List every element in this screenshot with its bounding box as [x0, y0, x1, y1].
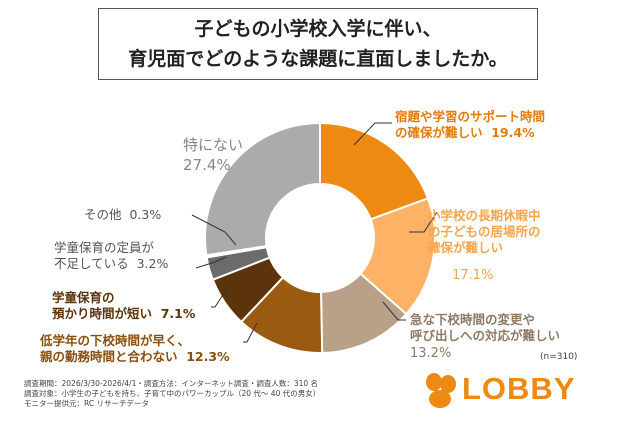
label-s6-line2: 不足している: [54, 256, 129, 271]
label-s3: 急な下校時間の変更や 呼び出しへの対応が難しい: [410, 312, 560, 344]
label-s4-line1: 低学年の下校時間が早く、: [40, 333, 191, 348]
leader-line-s6: [195, 256, 227, 269]
logo-text: LOBBY: [462, 371, 576, 406]
label-s1: 宿題や学習のサポート時間 の確保が難しい 19.4%: [395, 109, 545, 141]
label-s2-line2: の子どもの居場所の: [428, 224, 541, 239]
label-s1-line2: の確保が難しい: [395, 125, 483, 140]
label-s5: 学童保育の 預かり時間が短い 7.1%: [52, 290, 195, 322]
survey-footnotes: 調査期間：2026/3/30-2026/4/1・調査方法：インターネット調査・調…: [24, 379, 320, 409]
label-s6-line1: 学童保育の定員が: [54, 240, 155, 255]
leader-line-s4: [243, 322, 258, 343]
lobby-logo: LOBBY: [420, 368, 620, 412]
title-line-1: 子どもの小学校入学に伴い、: [194, 18, 442, 40]
leader-lines: [191, 122, 438, 343]
label-s6: 学童保育の定員が 不足している 3.2%: [54, 240, 168, 272]
donut-slices: [204, 121, 436, 354]
label-s1-line1: 宿題や学習のサポート時間: [395, 109, 546, 124]
leader-line-s5: [211, 286, 229, 308]
label-s7: その他 0.3%: [84, 207, 161, 223]
pct-s6: 3.2%: [136, 256, 169, 271]
pct-s4: 12.3%: [186, 349, 230, 364]
sample-size-note: (n=310): [540, 352, 578, 362]
label-s2: 小学校の長期休暇中 の子どもの居場所の 確保が難しい: [428, 208, 541, 256]
leader-line-s2: [409, 211, 438, 233]
footnote-line-3: モニター提供元：RC リサーチデータ: [24, 399, 149, 408]
pct-s8: 27.4%: [183, 156, 231, 174]
leader-line-s3: [382, 301, 406, 321]
logo-mark-icon: [426, 373, 456, 408]
label-s4: 低学年の下校時間が早く、 親の勤務時間と合わない 12.3%: [40, 333, 230, 365]
pct-s7: 0.3%: [129, 207, 162, 222]
title-line-2: 育児面でどのような課題に直面しましたか。: [128, 48, 508, 70]
label-s3-line1: 急な下校時間の変更や: [410, 312, 536, 327]
donut-slice-1: [319, 121, 430, 221]
label-s4-line2: 親の勤務時間と合わない: [40, 349, 178, 364]
label-s7-line1: その他: [84, 207, 122, 222]
label-s5-line2: 預かり時間が短い: [52, 306, 153, 321]
label-s2-line3: 確保が難しい: [428, 240, 504, 255]
label-s2-line1: 小学校の長期休暇中: [428, 208, 541, 223]
leader-line-s1: [353, 122, 392, 146]
chart-title: 子どもの小学校入学に伴い、 育児面でどのような課題に直面しましたか。: [98, 8, 538, 80]
donut-slice-8: [204, 121, 321, 257]
label-s8: 特にない 27.4%: [183, 135, 243, 175]
pct-s3: 13.2%: [410, 346, 452, 361]
label-s3-line2: 呼び出しへの対応が難しい: [410, 328, 561, 343]
pct-s1: 19.4%: [491, 125, 535, 140]
footnote-line-2: 調査対象：小学生の子どもを持ち、子育て中のパワーカップル（20 代〜 40 代の…: [24, 389, 321, 398]
pct-s5: 7.1%: [160, 306, 196, 321]
label-s8-line1: 特にない: [183, 136, 244, 154]
leader-line-s7: [191, 214, 237, 246]
label-s5-line1: 学童保育の: [52, 290, 115, 305]
pct-s2: 17.1%: [452, 268, 494, 283]
footnote-line-1: 調査期間：2026/3/30-2026/4/1・調査方法：インターネット調査・調…: [24, 379, 319, 388]
